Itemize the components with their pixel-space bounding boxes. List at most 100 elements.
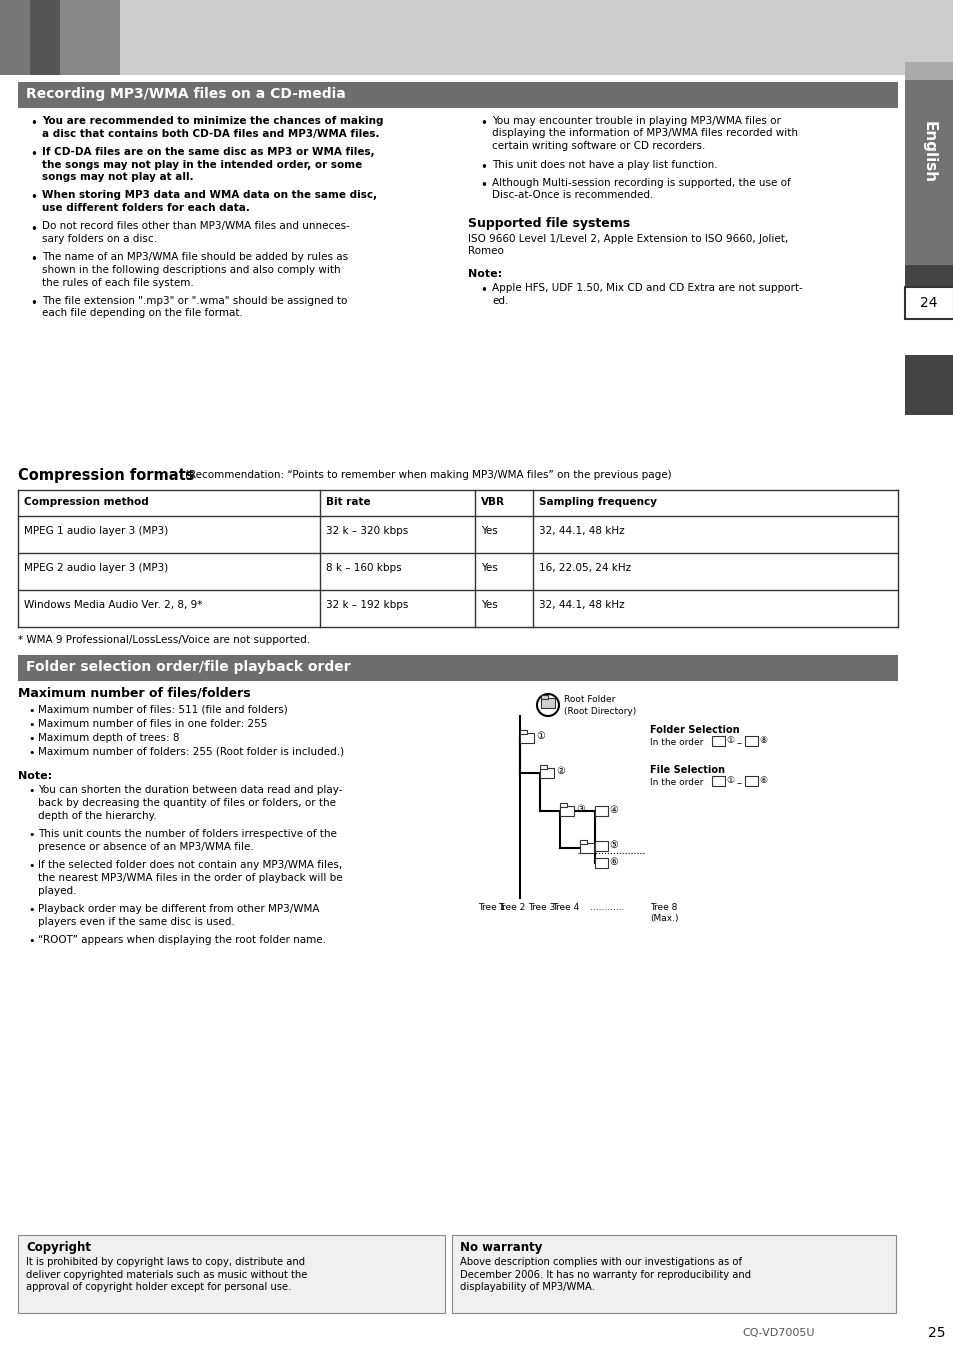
Text: ④: ④	[596, 841, 604, 851]
Text: •: •	[28, 936, 34, 946]
Text: The file extension ".mp3" or ".wma" should be assigned to: The file extension ".mp3" or ".wma" shou…	[42, 297, 347, 306]
Text: ②: ②	[556, 766, 564, 776]
Text: ①: ①	[725, 736, 734, 745]
Bar	[18, 1235, 444, 1313]
Bar	[0, 0, 60, 75]
Text: •: •	[479, 117, 486, 129]
Text: Romeo: Romeo	[468, 247, 503, 256]
Bar	[904, 266, 953, 287]
Text: approval of copyright holder except for personal use.: approval of copyright holder except for …	[26, 1282, 291, 1291]
Text: •: •	[30, 297, 37, 310]
Text: Tree 8: Tree 8	[649, 903, 677, 913]
Text: Yes: Yes	[480, 600, 497, 611]
Text: Above description complies with our investigations as of: Above description complies with our inve…	[459, 1256, 741, 1267]
Text: •: •	[479, 179, 486, 191]
Text: Tree 4: Tree 4	[552, 903, 578, 913]
Text: 32 k – 192 kbps: 32 k – 192 kbps	[326, 600, 408, 611]
Text: Windows Media Audio Ver. 2, 8, 9*: Windows Media Audio Ver. 2, 8, 9*	[24, 600, 202, 611]
Text: (Root Directory): (Root Directory)	[563, 706, 636, 716]
Text: •: •	[28, 786, 34, 797]
Bar	[0, 0, 120, 75]
Text: certain writing software or CD recorders.: certain writing software or CD recorders…	[492, 142, 704, 151]
Text: ①: ①	[536, 731, 544, 741]
Text: each file depending on the file format.: each file depending on the file format.	[42, 309, 243, 318]
Text: ⑥: ⑥	[608, 857, 618, 867]
Bar	[579, 840, 586, 844]
Text: use different folders for each data.: use different folders for each data.	[42, 204, 250, 213]
Text: Although Multi-session recording is supported, the use of: Although Multi-session recording is supp…	[492, 178, 790, 187]
Bar	[0, 0, 30, 75]
Bar	[540, 698, 555, 708]
Text: You can shorten the duration between data read and play-: You can shorten the duration between dat…	[38, 785, 342, 795]
Text: 32, 44.1, 48 kHz: 32, 44.1, 48 kHz	[538, 600, 624, 611]
Text: •: •	[28, 720, 34, 731]
Text: ISO 9660 Level 1/Level 2, Apple Extension to ISO 9660, Joliet,: ISO 9660 Level 1/Level 2, Apple Extensio…	[468, 235, 787, 244]
Text: depth of the hierarchy.: depth of the hierarchy.	[38, 811, 156, 821]
Text: You are recommended to minimize the chances of making: You are recommended to minimize the chan…	[42, 116, 383, 125]
Text: 8 k – 160 kbps: 8 k – 160 kbps	[326, 563, 401, 573]
Text: “ROOT” appears when displaying the root folder name.: “ROOT” appears when displaying the root …	[38, 936, 326, 945]
Text: 32, 44.1, 48 kHz: 32, 44.1, 48 kHz	[538, 526, 624, 537]
Text: Maximum depth of trees: 8: Maximum depth of trees: 8	[38, 733, 179, 743]
Text: Tree 2: Tree 2	[497, 903, 525, 913]
Text: When storing MP3 data and WMA data on the same disc,: When storing MP3 data and WMA data on th…	[42, 190, 376, 201]
Bar	[539, 766, 546, 768]
Text: * WMA 9 Professional/LossLess/Voice are not supported.: * WMA 9 Professional/LossLess/Voice are …	[18, 635, 310, 644]
Bar	[595, 806, 607, 816]
Text: •: •	[28, 905, 34, 915]
Bar	[452, 1235, 895, 1313]
Text: •: •	[28, 706, 34, 716]
Bar	[579, 842, 594, 853]
Text: MPEG 1 audio layer 3 (MP3): MPEG 1 audio layer 3 (MP3)	[24, 526, 168, 537]
Text: Yes: Yes	[480, 526, 497, 537]
Text: In the order: In the order	[649, 737, 702, 747]
Text: ⑧: ⑧	[759, 736, 766, 745]
Bar	[540, 696, 547, 700]
Text: If CD-DA files are on the same disc as MP3 or WMA files,: If CD-DA files are on the same disc as M…	[42, 147, 375, 156]
Bar	[18, 82, 897, 108]
Text: 25: 25	[927, 1326, 944, 1340]
Text: •: •	[30, 253, 37, 267]
Text: CQ-VD7005U: CQ-VD7005U	[741, 1328, 814, 1339]
Text: No warranty: No warranty	[459, 1242, 542, 1254]
Text: 32 k – 320 kbps: 32 k – 320 kbps	[326, 526, 408, 537]
Text: Maximum number of files/folders: Maximum number of files/folders	[18, 687, 251, 700]
Bar	[0, 0, 953, 75]
Text: ............: ............	[589, 903, 624, 913]
Text: ③: ③	[576, 803, 584, 814]
Text: Compression method: Compression method	[24, 497, 149, 507]
Text: •: •	[28, 735, 34, 744]
Text: Copyright: Copyright	[26, 1242, 91, 1254]
Text: In the order: In the order	[649, 778, 702, 787]
Text: The name of an MP3/WMA file should be added by rules as: The name of an MP3/WMA file should be ad…	[42, 252, 348, 263]
Text: Note:: Note:	[18, 771, 52, 780]
Bar	[595, 857, 607, 868]
Text: Maximum number of files in one folder: 255: Maximum number of files in one folder: 2…	[38, 718, 267, 729]
Text: Tree 1: Tree 1	[477, 903, 505, 913]
Text: Recording MP3/WMA files on a CD-media: Recording MP3/WMA files on a CD-media	[26, 88, 345, 101]
Bar	[539, 768, 554, 778]
Text: the songs may not play in the intended order, or some: the songs may not play in the intended o…	[42, 159, 362, 170]
Text: ①: ①	[725, 776, 734, 785]
Text: displayability of MP3/WMA.: displayability of MP3/WMA.	[459, 1282, 595, 1291]
Bar	[904, 287, 953, 319]
Text: This unit counts the number of folders irrespective of the: This unit counts the number of folders i…	[38, 829, 336, 838]
Text: Folder Selection: Folder Selection	[649, 725, 739, 735]
Text: Maximum number of files: 511 (file and folders): Maximum number of files: 511 (file and f…	[38, 705, 288, 714]
Text: •: •	[28, 861, 34, 871]
Text: played.: played.	[38, 886, 76, 896]
Text: Tree 3: Tree 3	[527, 903, 555, 913]
Text: –: –	[733, 778, 744, 789]
Circle shape	[537, 694, 558, 716]
Text: ④: ④	[608, 805, 618, 816]
Text: 24: 24	[920, 297, 937, 310]
Text: •: •	[30, 117, 37, 129]
Bar	[904, 80, 953, 266]
Text: Folder selection order/file playback order: Folder selection order/file playback ord…	[26, 661, 351, 674]
Text: •: •	[30, 148, 37, 160]
Text: •: •	[30, 191, 37, 205]
Text: Supported file systems: Supported file systems	[468, 217, 630, 231]
Bar	[744, 776, 758, 786]
Text: •: •	[28, 748, 34, 758]
Text: ⑤: ⑤	[608, 840, 618, 851]
